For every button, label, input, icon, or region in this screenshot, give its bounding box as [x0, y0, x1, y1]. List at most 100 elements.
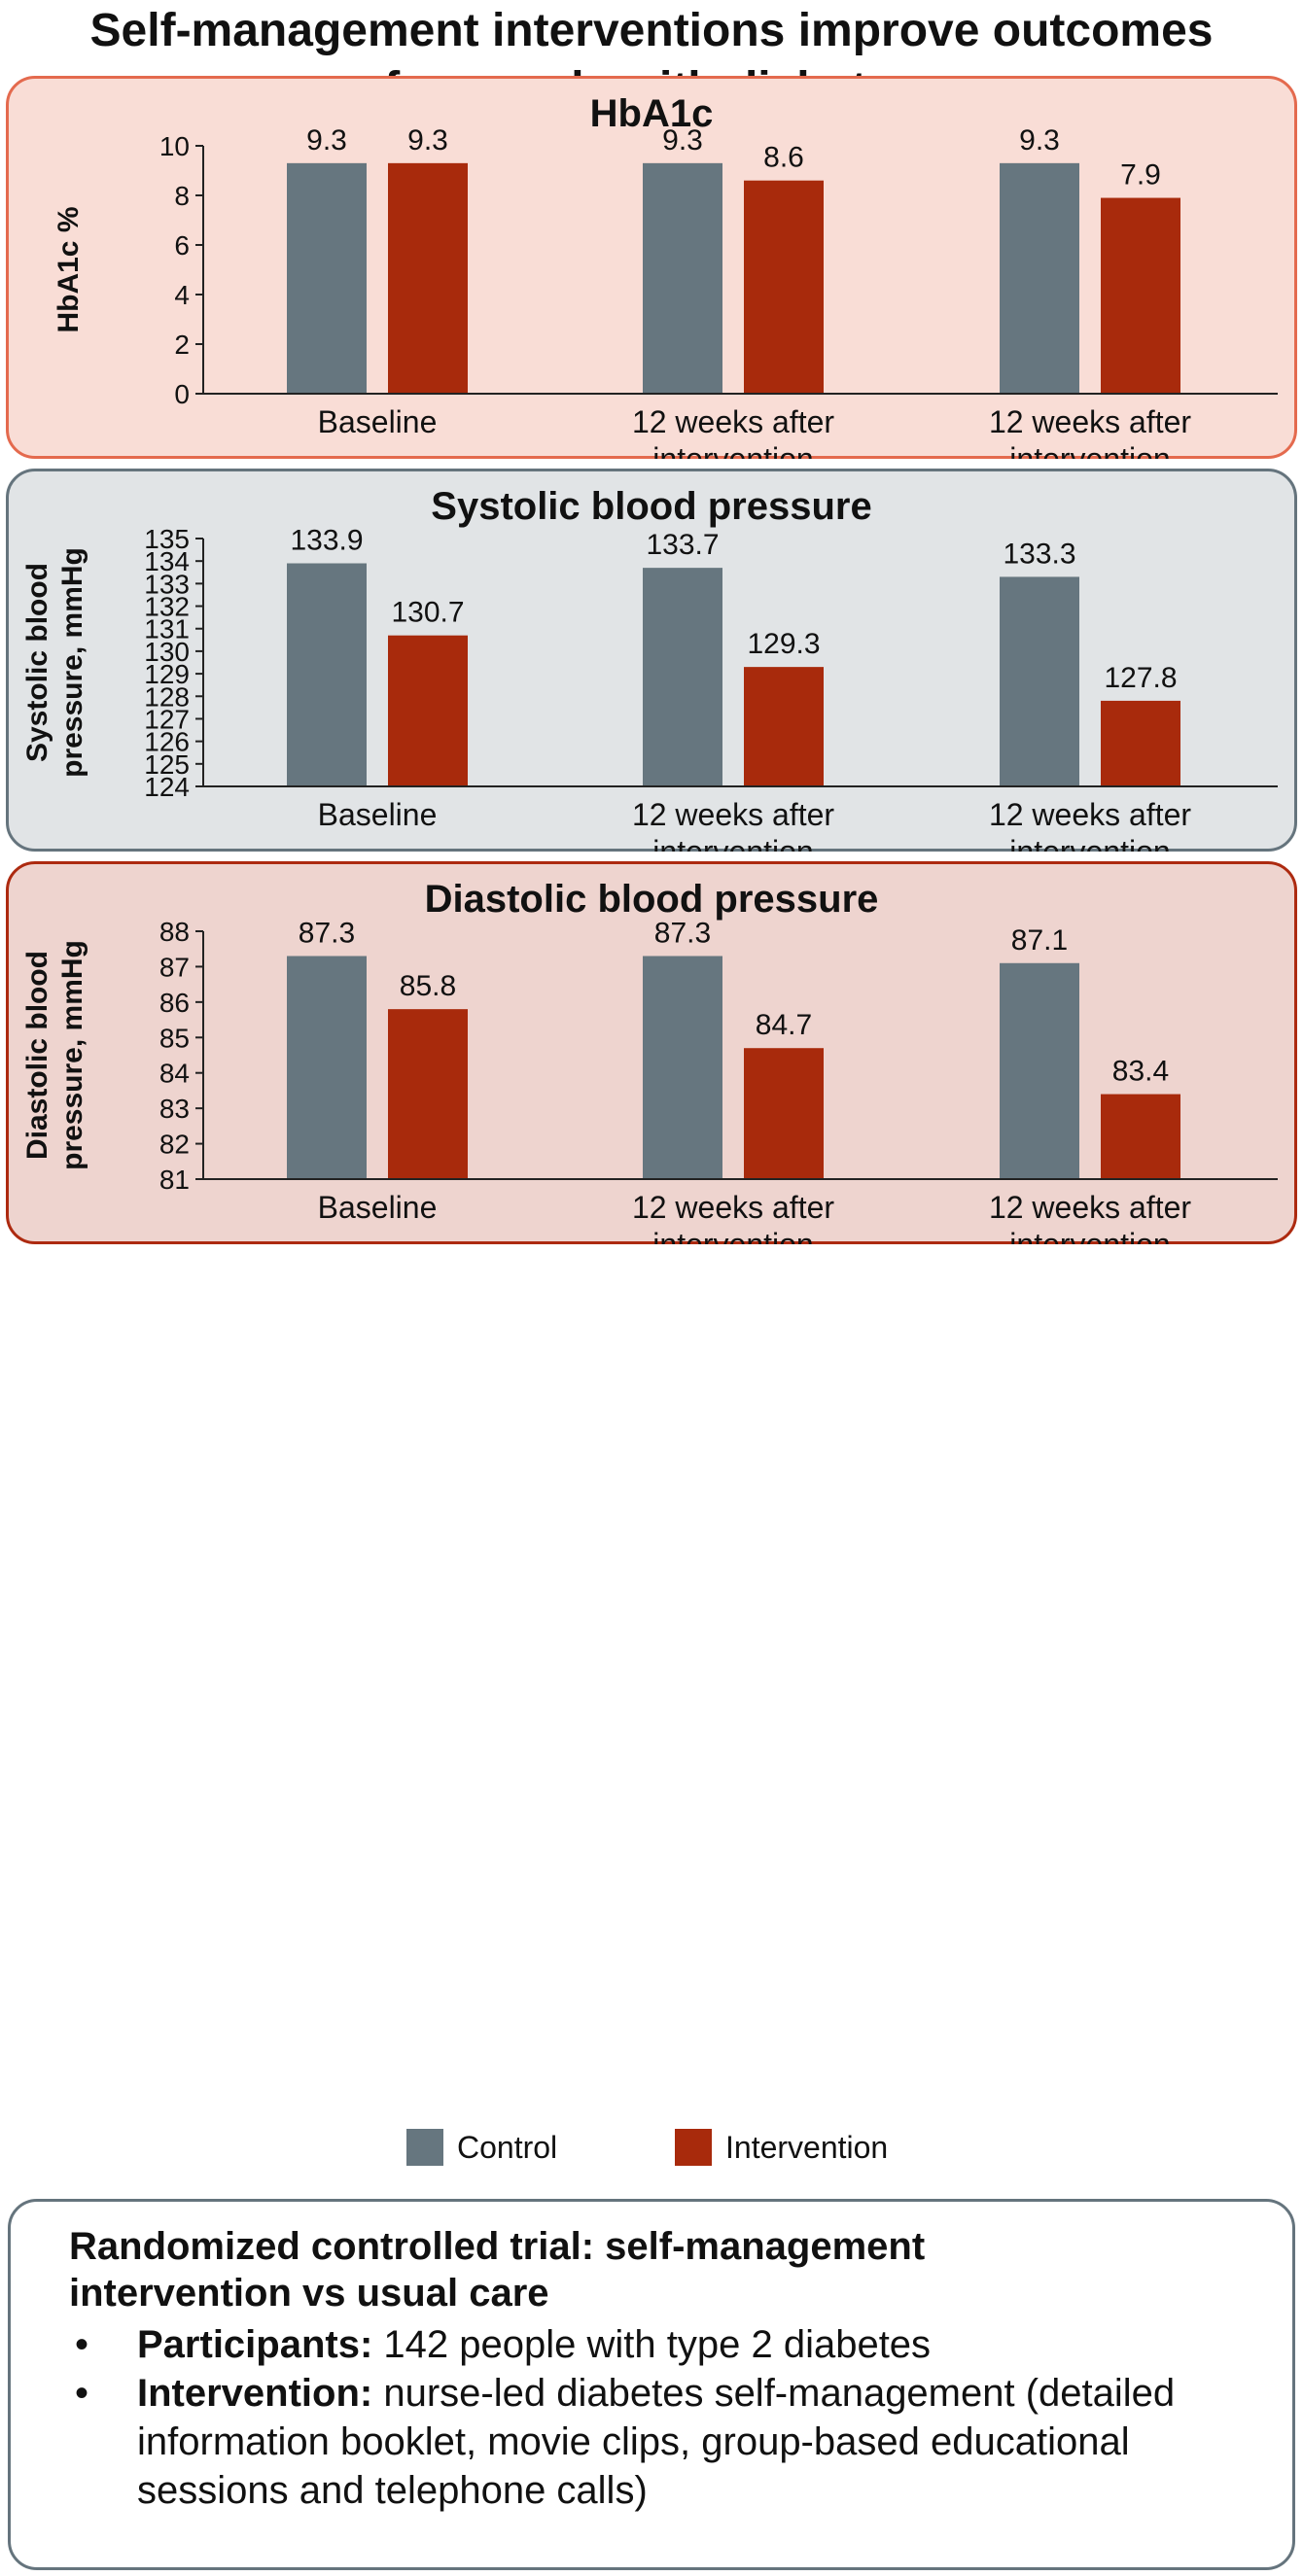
y-tick-label: 134	[144, 546, 190, 576]
legend: Control Intervention	[0, 2129, 1303, 2168]
trial-heading-line-2: intervention vs usual care	[69, 2272, 549, 2315]
bullet-intervention: • Intervention: nurse-led diabetes self-…	[69, 2369, 1234, 2515]
hba1c-panel: HbA1c 0 2 4 6 8 10 9.3 9.3 9.3 9.3 8.6 7.9 Baseline 1…	[6, 76, 1297, 459]
legend-label-intervention: Intervention	[725, 2129, 889, 2165]
x-category-label: intervention	[652, 834, 813, 852]
x-category-label: Baseline	[318, 1190, 438, 1225]
y-axis-title: Systolic blood	[21, 563, 53, 762]
bullet-icon: •	[75, 2323, 89, 2366]
participants-text: 142 people with type 2 diabetes	[372, 2323, 932, 2366]
bar-control	[643, 162, 722, 394]
bar-value-label: 9.3	[662, 124, 703, 157]
y-tick-label: 2	[174, 330, 190, 360]
y-tick-label: 0	[174, 379, 190, 409]
y-tick-label: 86	[159, 988, 190, 1018]
y-axis-title: pressure, mmHg	[56, 547, 88, 778]
bar-value-label: 127.8	[1104, 662, 1177, 694]
y-tick-label: 87	[159, 952, 190, 982]
y-tick-label: 127	[144, 704, 190, 734]
y-tick-label: 124	[144, 772, 190, 802]
y-tick-label: 125	[144, 749, 190, 780]
bar-value-label: 133.3	[1003, 538, 1075, 570]
bullet-icon: •	[75, 2372, 89, 2415]
x-category-label: 12 weeks after	[989, 404, 1191, 439]
legend-label-control: Control	[457, 2129, 558, 2165]
y-tick-label: 84	[159, 1059, 190, 1089]
bar-value-label: 7.9	[1120, 159, 1161, 191]
bar-value-label: 133.9	[290, 525, 363, 557]
diastolic-chart-title: Diastolic blood pressure	[424, 878, 879, 921]
trial-heading-line-1: Randomized controlled trial: self-manage…	[69, 2225, 926, 2268]
y-tick-label: 131	[144, 614, 190, 644]
y-tick-label: 4	[174, 280, 190, 310]
diastolic-panel: Diastolic blood pressure 81 82 83 84 85 86 87 8…	[6, 861, 1297, 1244]
legend-item-control: Control	[406, 2129, 557, 2166]
x-category-label: 12 weeks after	[632, 797, 834, 832]
bar-intervention	[388, 635, 468, 786]
bar-value-label: 9.3	[407, 124, 448, 157]
x-category-label: Baseline	[318, 404, 438, 439]
x-category-label: intervention	[1009, 441, 1170, 459]
bar-control	[287, 162, 367, 394]
bar-control	[643, 956, 722, 1179]
diastolic-chart: 81 82 83 84 85 86 87 88 87.3 87.3 87.1 85.8 84.7 83.4…	[21, 917, 1278, 1244]
bar-value-label: 8.6	[763, 142, 804, 174]
bar-intervention	[1101, 1094, 1180, 1179]
y-axis-title: HbA1c %	[53, 206, 85, 332]
y-tick-label: 126	[144, 727, 190, 757]
y-tick-label: 8	[174, 181, 190, 211]
y-axis-title: Diastolic blood	[21, 951, 53, 1160]
intervention-text: nurse-led diabetes self-management (deta…	[137, 2372, 1176, 2512]
bar-control	[1000, 162, 1079, 394]
bar-intervention	[744, 180, 824, 394]
systolic-panel: Systolic blood pressure 124 125 126 127 128 1…	[6, 469, 1297, 852]
y-tick-label: 82	[159, 1130, 190, 1160]
y-tick-label: 6	[174, 230, 190, 261]
y-tick-label: 88	[159, 917, 190, 947]
x-category-label: Baseline	[318, 797, 438, 832]
x-category-label: intervention	[1009, 834, 1170, 852]
bar-intervention	[744, 667, 824, 786]
trial-bullet-list: • Participants: 142 people with type 2 d…	[69, 2320, 1234, 2515]
hba1c-chart-title: HbA1c	[589, 92, 714, 135]
legend-item-intervention: Intervention	[675, 2129, 888, 2166]
y-tick-label: 81	[159, 1165, 190, 1195]
bar-value-label: 83.4	[1112, 1056, 1169, 1088]
x-category-label: intervention	[1009, 1227, 1170, 1244]
y-tick-label: 10	[159, 131, 190, 161]
bar-value-label: 85.8	[400, 970, 456, 1002]
bar-control	[287, 956, 367, 1179]
bar-value-label: 9.3	[1019, 124, 1060, 157]
bar-control	[1000, 962, 1079, 1179]
trial-heading: Randomized controlled trial: self-manage…	[69, 2223, 1234, 2316]
x-category-label: 12 weeks after	[989, 797, 1191, 832]
bar-value-label: 129.3	[747, 628, 820, 660]
trial-info-box: Randomized controlled trial: self-manage…	[8, 2199, 1295, 2570]
y-tick-label: 130	[144, 637, 190, 667]
bar-intervention	[744, 1048, 824, 1179]
bullet-participants: • Participants: 142 people with type 2 d…	[69, 2320, 1234, 2369]
x-category-label: 12 weeks after	[989, 1190, 1191, 1225]
bar-control	[1000, 576, 1079, 786]
bar-intervention	[1101, 700, 1180, 786]
participants-label: Participants:	[137, 2323, 373, 2366]
bar-control	[643, 568, 722, 786]
x-category-label: 12 weeks after	[632, 1190, 834, 1225]
bar-intervention	[1101, 197, 1180, 394]
systolic-chart-title: Systolic blood pressure	[431, 485, 872, 528]
x-category-label: intervention	[652, 441, 813, 459]
bar-intervention	[388, 162, 468, 394]
bar-intervention	[388, 1009, 468, 1179]
main-title-line-1: Self-management interventions improve ou…	[89, 5, 1214, 56]
intervention-label: Intervention:	[137, 2372, 373, 2415]
bar-control	[287, 563, 367, 786]
bar-value-label: 87.3	[654, 918, 711, 950]
y-tick-label: 132	[144, 592, 190, 622]
y-tick-label: 128	[144, 681, 190, 712]
legend-swatch-intervention	[675, 2129, 712, 2166]
y-tick-label: 135	[144, 524, 190, 554]
bar-value-label: 133.7	[646, 529, 719, 561]
y-axis-title: pressure, mmHg	[56, 940, 88, 1170]
bar-value-label: 9.3	[306, 124, 347, 157]
